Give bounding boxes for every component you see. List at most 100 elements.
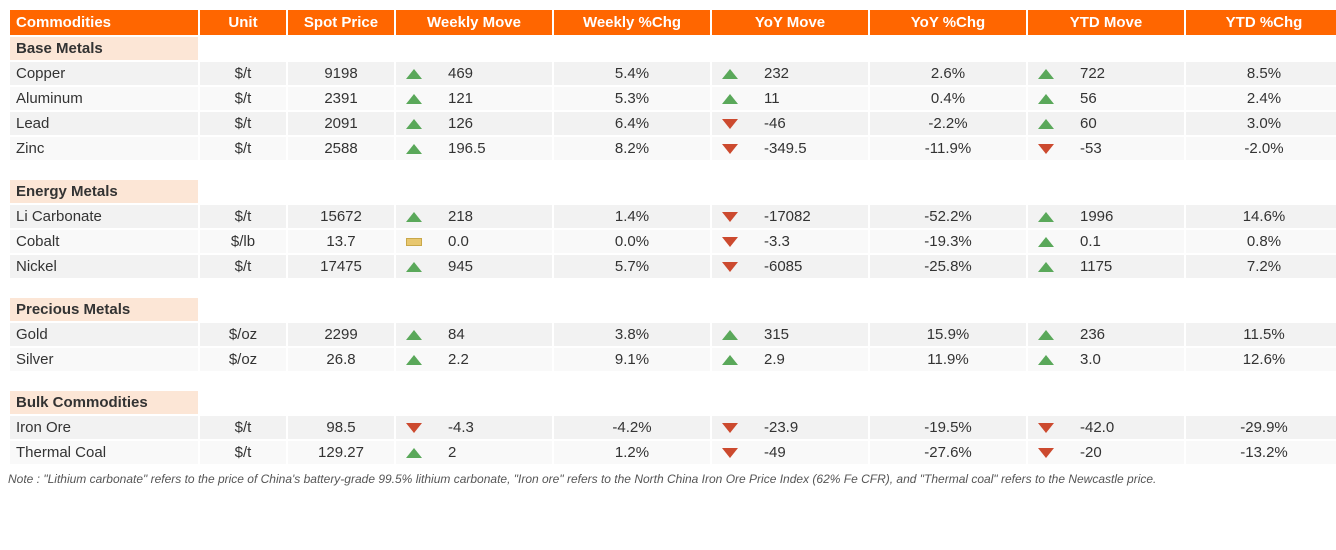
weekly-pct: 6.4% — [553, 111, 711, 136]
unit: $/t — [199, 204, 287, 229]
unit: $/t — [199, 440, 287, 465]
up-icon — [722, 330, 738, 340]
up-icon — [406, 355, 422, 365]
weekly-pct: 1.2% — [553, 440, 711, 465]
unit: $/oz — [199, 347, 287, 372]
yoy-pct: -11.9% — [869, 136, 1027, 161]
weekly-move: 945 — [395, 254, 553, 279]
up-icon — [1038, 94, 1054, 104]
yoy-move: 11 — [711, 86, 869, 111]
yoy-move: -46 — [711, 111, 869, 136]
up-icon — [406, 119, 422, 129]
group-row: Energy Metals — [9, 179, 1336, 204]
up-icon — [1038, 119, 1054, 129]
col-tmove: YTD Move — [1027, 9, 1185, 36]
col-name: Commodities — [9, 9, 199, 36]
ytd-pct: -29.9% — [1185, 415, 1336, 440]
yoy-move: -349.5 — [711, 136, 869, 161]
commodity-name: Thermal Coal — [9, 440, 199, 465]
weekly-pct: 5.4% — [553, 61, 711, 86]
group-row: Precious Metals — [9, 297, 1336, 322]
yoy-pct: 15.9% — [869, 322, 1027, 347]
up-icon — [1038, 330, 1054, 340]
commodity-name: Nickel — [9, 254, 199, 279]
spot-price: 2391 — [287, 86, 395, 111]
weekly-pct: 1.4% — [553, 204, 711, 229]
commodities-table: CommoditiesUnitSpot PriceWeekly MoveWeek… — [8, 8, 1336, 466]
col-tchg: YTD %Chg — [1185, 9, 1336, 36]
weekly-pct: 5.3% — [553, 86, 711, 111]
down-icon — [1038, 448, 1054, 458]
commodity-name: Li Carbonate — [9, 204, 199, 229]
ytd-move: 60 — [1027, 111, 1185, 136]
group-row: Base Metals — [9, 36, 1336, 61]
up-icon — [1038, 237, 1054, 247]
commodity-name: Copper — [9, 61, 199, 86]
up-icon — [722, 69, 738, 79]
spot-price: 2588 — [287, 136, 395, 161]
weekly-move: 84 — [395, 322, 553, 347]
unit: $/lb — [199, 229, 287, 254]
group-row: Bulk Commodities — [9, 390, 1336, 415]
ytd-pct: 8.5% — [1185, 61, 1336, 86]
commodity-name: Aluminum — [9, 86, 199, 111]
group-label: Base Metals — [9, 36, 199, 61]
down-icon — [722, 144, 738, 154]
spot-price: 98.5 — [287, 415, 395, 440]
yoy-pct: -25.8% — [869, 254, 1027, 279]
flat-icon — [406, 238, 422, 246]
weekly-move: 121 — [395, 86, 553, 111]
up-icon — [406, 330, 422, 340]
ytd-pct: 3.0% — [1185, 111, 1336, 136]
up-icon — [1038, 262, 1054, 272]
down-icon — [406, 423, 422, 433]
spot-price: 2091 — [287, 111, 395, 136]
ytd-pct: 7.2% — [1185, 254, 1336, 279]
table-row: Lead$/t20911266.4%-46-2.2%603.0% — [9, 111, 1336, 136]
ytd-move: -20 — [1027, 440, 1185, 465]
weekly-pct: 3.8% — [553, 322, 711, 347]
spot-price: 2299 — [287, 322, 395, 347]
ytd-pct: 12.6% — [1185, 347, 1336, 372]
table-row: Li Carbonate$/t156722181.4%-17082-52.2%1… — [9, 204, 1336, 229]
weekly-move: 2 — [395, 440, 553, 465]
unit: $/t — [199, 61, 287, 86]
ytd-move: 1175 — [1027, 254, 1185, 279]
header-row: CommoditiesUnitSpot PriceWeekly MoveWeek… — [9, 9, 1336, 36]
group-label: Energy Metals — [9, 179, 199, 204]
weekly-move: 126 — [395, 111, 553, 136]
col-wmove: Weekly Move — [395, 9, 553, 36]
yoy-pct: -2.2% — [869, 111, 1027, 136]
yoy-move: 232 — [711, 61, 869, 86]
spot-price: 129.27 — [287, 440, 395, 465]
ytd-pct: -2.0% — [1185, 136, 1336, 161]
commodity-name: Cobalt — [9, 229, 199, 254]
group-label: Precious Metals — [9, 297, 199, 322]
ytd-move: 56 — [1027, 86, 1185, 111]
spot-price: 26.8 — [287, 347, 395, 372]
weekly-pct: -4.2% — [553, 415, 711, 440]
spot-price: 17475 — [287, 254, 395, 279]
commodity-name: Gold — [9, 322, 199, 347]
commodity-name: Lead — [9, 111, 199, 136]
ytd-pct: 11.5% — [1185, 322, 1336, 347]
table-row: Nickel$/t174759455.7%-6085-25.8%11757.2% — [9, 254, 1336, 279]
commodity-name: Zinc — [9, 136, 199, 161]
col-wchg: Weekly %Chg — [553, 9, 711, 36]
weekly-pct: 8.2% — [553, 136, 711, 161]
yoy-move: -23.9 — [711, 415, 869, 440]
table-row: Aluminum$/t23911215.3%110.4%562.4% — [9, 86, 1336, 111]
weekly-move: 218 — [395, 204, 553, 229]
weekly-move: -4.3 — [395, 415, 553, 440]
yoy-move: 315 — [711, 322, 869, 347]
up-icon — [1038, 355, 1054, 365]
yoy-move: -6085 — [711, 254, 869, 279]
spot-price: 13.7 — [287, 229, 395, 254]
ytd-move: 3.0 — [1027, 347, 1185, 372]
up-icon — [722, 355, 738, 365]
col-ymove: YoY Move — [711, 9, 869, 36]
weekly-move: 0.0 — [395, 229, 553, 254]
commodity-name: Silver — [9, 347, 199, 372]
up-icon — [406, 144, 422, 154]
up-icon — [406, 212, 422, 222]
